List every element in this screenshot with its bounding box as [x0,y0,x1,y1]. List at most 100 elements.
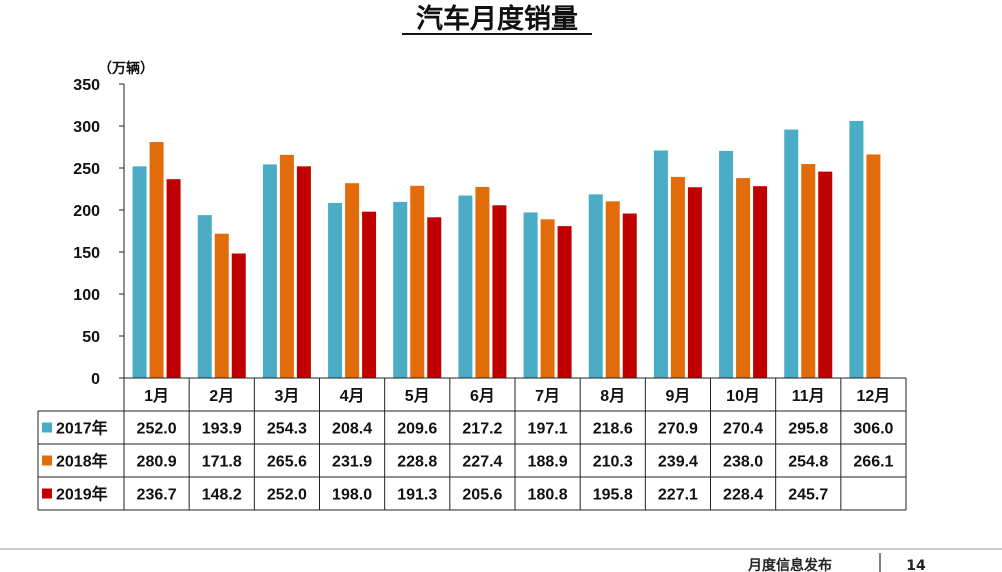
legend-swatch [42,422,52,433]
bar-2018-7 [540,219,555,378]
data-cell-2018-1: 280.9 [137,454,177,471]
bar-2019-4 [362,211,377,378]
data-cell-2018-4: 231.9 [332,454,372,471]
bar-2018-6 [475,186,490,378]
y-tick-label: 300 [73,119,100,136]
data-cell-2019-4: 198.0 [332,487,372,504]
bar-2019-11 [818,171,833,378]
data-cell-2019-8: 195.8 [593,487,633,504]
x-category-label: 12月 [857,387,891,405]
data-cell-2017-4: 208.4 [332,421,372,438]
bar-2019-3 [296,166,311,378]
bar-2017-3 [262,164,277,378]
data-cell-2019-5: 191.3 [397,487,437,504]
data-cell-2017-9: 270.9 [658,421,698,438]
x-category-label: 4月 [340,387,365,405]
data-table: 1月 2月 3月 4月 5月 6月 7月 8月 9月 10月 11月 12月 2017年 252.0 193… [37,377,907,511]
data-cell-2019-11: 245.7 [788,487,828,504]
data-cell-2019-7: 180.8 [528,487,568,504]
y-tick-label: 100 [73,287,100,304]
x-category-label: 5月 [405,387,430,405]
bar-2017-8 [588,194,603,378]
data-cell-2019-3: 252.0 [267,487,307,504]
bar-2017-9 [653,150,668,378]
bar-2018-4 [345,183,360,378]
footer-source-label: 月度信息发布 [747,557,832,572]
data-cell-2017-2: 193.9 [202,421,242,438]
legend-series-name: 2018年 [56,452,108,471]
bar-2017-7 [523,212,538,378]
axis-layer: 0 50 100 150 200 250 300 350 [73,77,125,388]
bar-2017-1 [132,166,147,378]
y-tick-label: 150 [73,245,100,262]
bar-2018-12 [866,154,881,378]
data-cell-2017-3: 254.3 [267,421,307,438]
data-cell-2018-12: 266.1 [853,454,893,471]
bar-2018-10 [736,178,751,378]
bar-2019-1 [166,179,181,378]
y-tick-label: 200 [73,203,100,220]
page-number: 14 [906,558,926,572]
bar-2018-5 [410,185,425,378]
y-tick-label: 50 [82,329,100,346]
x-category-label: 11月 [792,387,825,405]
bar-2017-12 [849,120,864,379]
data-cell-2017-10: 270.4 [723,421,763,438]
bar-2017-11 [784,129,799,378]
x-category-label: 7月 [535,387,560,405]
data-cell-2017-12: 306.0 [853,421,893,438]
data-cell-2018-7: 188.9 [528,454,568,471]
data-cell-2017-11: 295.8 [788,421,828,438]
x-category-label: 9月 [665,387,690,405]
legend-series-name: 2017年 [56,419,108,438]
data-cell-2018-10: 238.0 [723,454,763,471]
x-category-label: 6月 [470,387,495,405]
bar-2019-10 [753,186,768,378]
x-category-label: 1月 [144,387,169,405]
legend-series-name: 2019年 [56,485,108,504]
data-cell-2017-5: 209.6 [397,421,437,438]
x-category-label: 8月 [600,387,625,405]
x-category-label: 3月 [274,387,299,405]
bar-2017-2 [197,215,212,378]
bar-2019-9 [687,187,702,378]
bar-2017-4 [328,202,343,378]
data-cell-2019-1: 236.7 [137,487,177,504]
y-axis-unit-label: （万辆） [98,60,154,77]
legend-swatch [42,455,52,466]
bar-2017-5 [393,201,408,378]
legend-swatch [42,488,52,499]
y-tick-label: 250 [73,161,100,178]
x-category-label: 10月 [726,387,760,405]
y-tick-label: 0 [91,371,100,388]
bar-2019-7 [557,226,572,378]
data-cell-2019-2: 148.2 [202,487,242,504]
data-cell-2018-6: 227.4 [462,454,502,471]
bar-2019-6 [492,205,507,378]
data-cell-2019-10: 228.4 [723,487,763,504]
data-cell-2017-6: 217.2 [462,421,502,438]
bar-2019-8 [622,213,637,378]
bar-2019-5 [427,217,442,378]
x-category-label: 2月 [209,387,234,405]
bar-2018-2 [214,233,229,378]
data-cell-2017-1: 252.0 [137,421,177,438]
bar-2018-3 [279,154,294,378]
data-cell-2018-5: 228.8 [397,454,437,471]
data-cell-2019-9: 227.1 [658,487,698,504]
bar-2017-10 [719,150,734,378]
bar-2017-6 [458,195,473,378]
data-cell-2018-3: 265.6 [267,454,307,471]
bar-2018-1 [149,142,164,378]
bar-2019-2 [231,253,246,378]
bar-2018-8 [605,201,620,378]
y-tick-label: 350 [73,77,100,94]
data-cell-2017-7: 197.1 [528,421,568,438]
bar-2018-11 [801,163,816,378]
data-cell-2018-2: 171.8 [202,454,242,471]
bars-layer [132,120,881,379]
data-cell-2017-8: 218.6 [593,421,633,438]
data-cell-2018-9: 239.4 [658,454,698,471]
data-cell-2019-6: 205.6 [462,487,502,504]
